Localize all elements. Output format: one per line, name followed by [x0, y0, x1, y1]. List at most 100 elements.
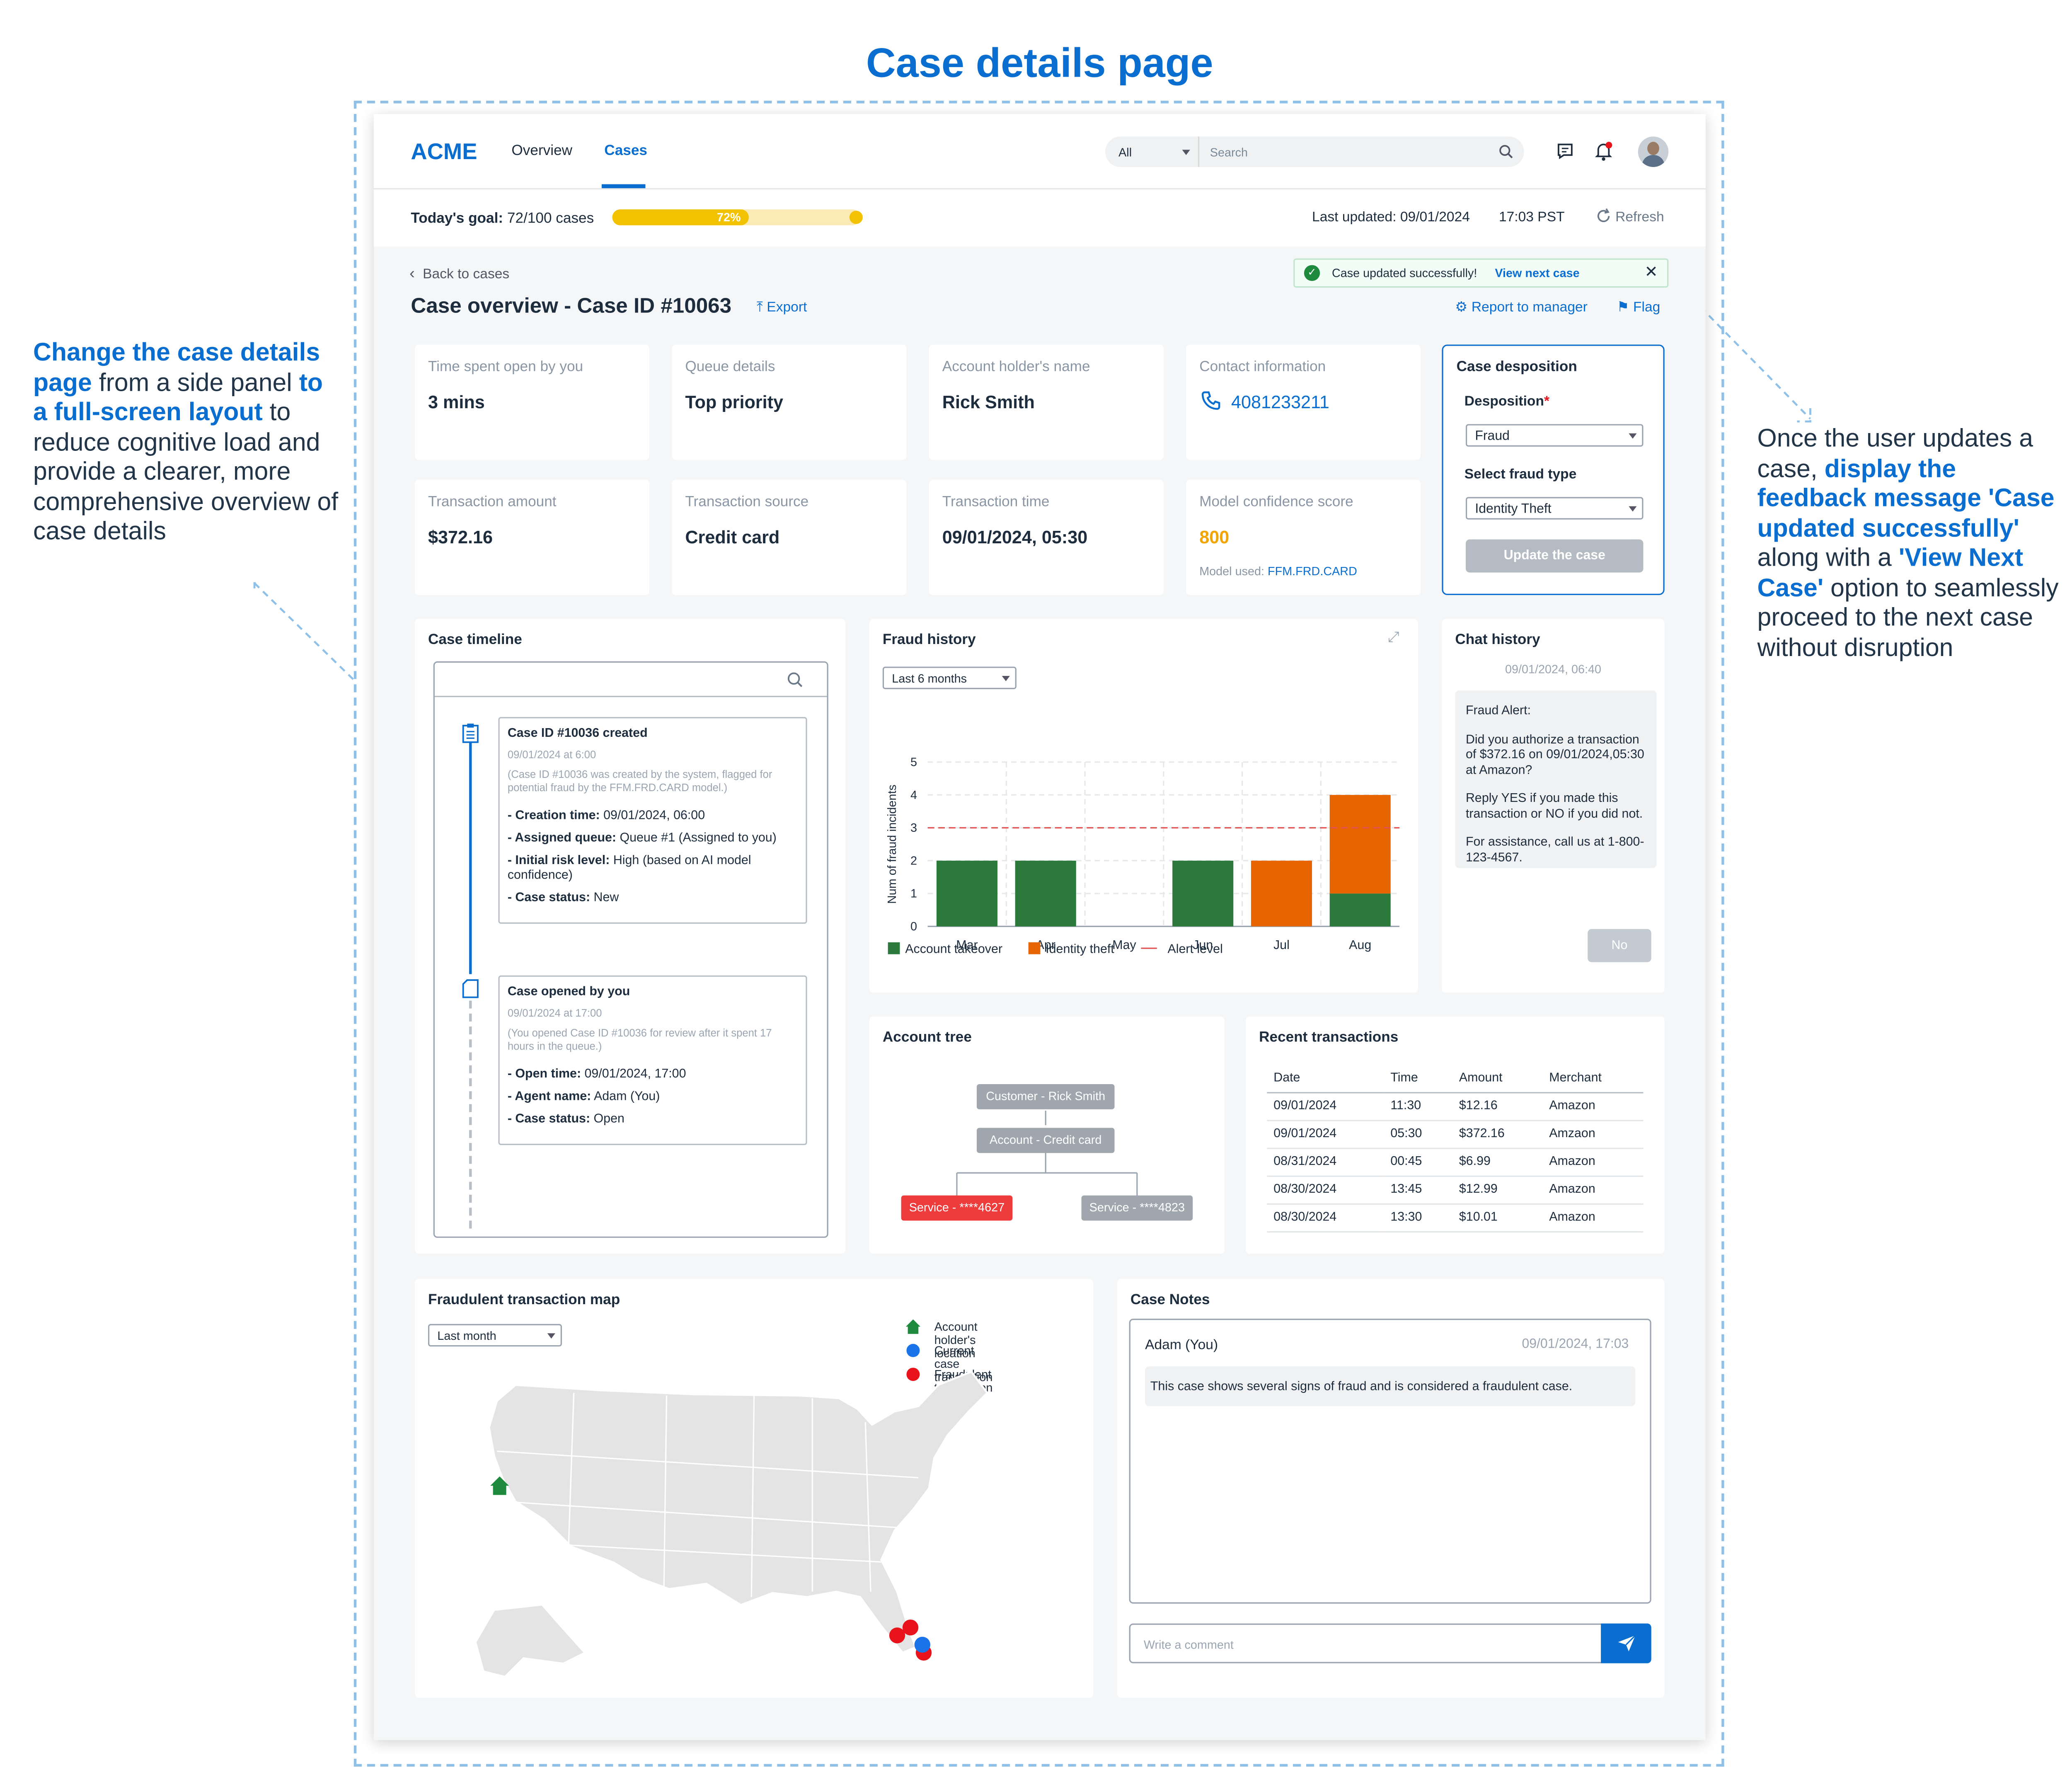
event-detail: - Initial risk level: High (based on AI …	[507, 853, 751, 883]
fraud-history-title: Fraud history	[882, 632, 976, 648]
timeline-title: Case timeline	[428, 632, 522, 648]
back-to-cases-link[interactable]: ‹ Back to cases	[409, 264, 509, 282]
fraud-marker	[902, 1619, 919, 1636]
kpi-transaction-amount: Transaction amount $372.16	[414, 479, 650, 595]
y-tick-label: 4	[910, 789, 917, 802]
table-row[interactable]: 09/01/2024 11:30 $12.16 Amazon	[1267, 1092, 1644, 1121]
fraud-type-value: Identity Theft	[1475, 502, 1552, 517]
dashed-frame	[353, 101, 1724, 1767]
table-header-row: Date Time Amount Merchant	[1267, 1064, 1644, 1093]
kpi-label: Transaction amount	[428, 494, 557, 511]
fraud-history-panel: Fraud history ⤢ Last 6 months 0 1 2 3 4 5 Num …	[869, 619, 1418, 993]
acme-logo[interactable]: ACME	[411, 139, 477, 165]
goal-title: Today's goal:	[411, 211, 503, 227]
table-row[interactable]: 09/01/2024 05:30 $372.16 Amzaon	[1267, 1120, 1644, 1149]
annotation-right: Once the user updates a case, display th…	[1757, 426, 2065, 664]
annotation-highlight: display the feedback message 'Case updat…	[1757, 455, 2055, 543]
bar-identity-theft	[1251, 860, 1312, 927]
view-next-case-link[interactable]: View next case	[1495, 266, 1580, 280]
event-detail: - Case status: Open	[507, 1112, 625, 1127]
comment-input[interactable]: Write a comment	[1129, 1623, 1602, 1663]
fraud-range-select[interactable]: Last 6 months	[882, 666, 1017, 689]
flag-button[interactable]: ⚑ Flag	[1617, 300, 1661, 315]
chevron-down-icon	[1629, 506, 1637, 512]
map-range-select[interactable]: Last month	[428, 1324, 562, 1347]
search-input[interactable]: Search	[1198, 136, 1524, 167]
tree-node-customer[interactable]: Customer - Rick Smith	[976, 1084, 1115, 1109]
home-location-marker	[490, 1476, 509, 1495]
search-icon[interactable]	[1499, 145, 1513, 159]
event-title: Case opened by you	[507, 985, 630, 1000]
fraud-type-select[interactable]: Identity Theft	[1465, 497, 1644, 520]
flag-icon: ⚑	[1617, 299, 1629, 316]
disposition-title: Case desposition	[1456, 359, 1577, 375]
timeline-event-card: Case ID #10036 created 09/01/2024 at 6:0…	[498, 717, 807, 924]
comment-placeholder: Write a comment	[1143, 1638, 1234, 1651]
nav-overview[interactable]: Overview	[511, 143, 573, 159]
y-tick-label: 1	[910, 887, 917, 901]
chat-icon[interactable]	[1556, 142, 1574, 160]
model-name-link[interactable]: FFM.FRD.CARD	[1268, 564, 1357, 578]
recent-transactions-title: Recent transactions	[1259, 1029, 1399, 1046]
phone-number-link[interactable]: 4081233211	[1231, 392, 1329, 412]
nav-cases[interactable]: Cases	[604, 143, 647, 159]
refresh-button[interactable]: Refresh	[1595, 208, 1664, 225]
dot-icon	[906, 1368, 920, 1381]
event-detail: - Creation time: 09/01/2024, 06:00	[507, 808, 705, 823]
note-author: Adam (You)	[1145, 1337, 1218, 1353]
column-header: Merchant	[1542, 1064, 1644, 1093]
refresh-icon	[1597, 208, 1610, 223]
dot-icon	[906, 1344, 920, 1357]
top-navigation-bar: ACME Overview Cases All Search	[373, 114, 1706, 190]
table-row[interactable]: 08/30/2024 13:30 $10.01 Amazon	[1267, 1203, 1644, 1232]
timeline-search-input[interactable]	[434, 663, 827, 697]
timeline-event-card: Case opened by you 09/01/2024 at 17:00 (…	[498, 975, 807, 1145]
x-tick-label: May	[1112, 938, 1136, 952]
goal-label: Today's goal: 72/100 cases	[411, 211, 594, 226]
kpi-transaction-time: Transaction time 09/01/2024, 05:30	[929, 479, 1164, 595]
disposition-label: Desposition*	[1464, 394, 1549, 409]
send-comment-button[interactable]	[1601, 1623, 1651, 1663]
notification-bell-icon[interactable]	[1594, 140, 1613, 162]
tree-node-service-flagged[interactable]: Service - ****4627	[901, 1195, 1013, 1221]
goal-progress-track: 72%	[612, 209, 863, 225]
home-icon	[905, 1319, 921, 1334]
last-updated-time: 17:03 PST	[1498, 209, 1565, 225]
expand-icon[interactable]: ⤢	[1387, 630, 1400, 646]
upload-icon: ⤒	[757, 299, 763, 316]
disposition-select[interactable]: Fraud	[1465, 424, 1644, 447]
report-label: Report to manager	[1471, 299, 1588, 316]
phone-icon[interactable]	[1201, 390, 1222, 411]
y-axis-label: Num of fraud incidents	[886, 784, 899, 904]
report-to-manager-button[interactable]: ⚙ Report to manager	[1455, 300, 1588, 315]
search-icon[interactable]	[787, 672, 803, 688]
chevron-left-icon: ‹	[409, 264, 415, 283]
column-header: Time	[1384, 1064, 1452, 1093]
note-text: This case shows several signs of fraud a…	[1145, 1366, 1636, 1407]
table-row[interactable]: 08/30/2024 13:45 $12.99 Amazon	[1267, 1175, 1644, 1204]
us-mainland-shape	[488, 1370, 989, 1654]
y-tick-label: 2	[910, 854, 917, 867]
fraud-range-value: Last 6 months	[892, 672, 967, 685]
update-case-button[interactable]: Update the case	[1465, 539, 1644, 573]
annotation-text: option to seamlessly proceed to the next…	[1757, 574, 2059, 662]
legend-account-takeover: Account takeover	[888, 942, 1002, 957]
table-row[interactable]: 08/31/2024 00:45 $6.99 Amazon	[1267, 1148, 1644, 1177]
last-updated: Last updated: 09/01/2024	[1312, 209, 1470, 225]
kpi-value: Top priority	[685, 392, 784, 412]
tree-node-account[interactable]: Account - Credit card	[976, 1128, 1115, 1153]
x-tick-label: Aug	[1349, 938, 1371, 952]
bar-identity-theft	[1329, 795, 1391, 894]
close-icon[interactable]: ✕	[1644, 262, 1658, 281]
success-check-icon: ✓	[1304, 265, 1320, 281]
search-scope-select[interactable]: All	[1105, 136, 1198, 167]
export-button[interactable]: ⤒ Export	[757, 300, 807, 317]
x-tick-label: Jul	[1273, 938, 1290, 952]
legend-alert-level: Alert level	[1141, 942, 1223, 957]
user-avatar[interactable]	[1638, 136, 1669, 167]
goal-value: 72/100 cases	[507, 211, 594, 227]
tree-node-service[interactable]: Service - ****4823	[1081, 1195, 1193, 1221]
disposition-field-label: Desposition	[1464, 393, 1544, 410]
chat-line: Did you authorize a transaction of $372.…	[1465, 732, 1644, 777]
